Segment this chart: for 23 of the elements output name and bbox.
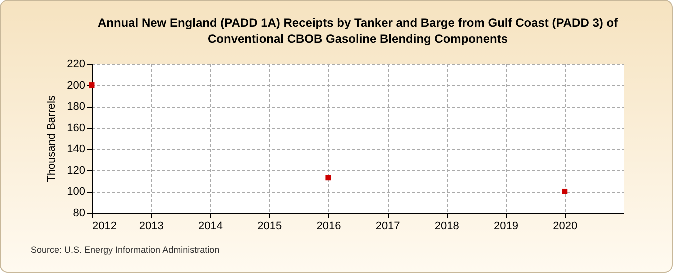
x-tick-label: 2013: [139, 220, 164, 232]
y-tick-label: 140: [67, 144, 86, 156]
point: [562, 188, 568, 194]
x-tick-label: 2018: [434, 220, 460, 232]
x-tick-label: 2019: [494, 220, 519, 232]
y-tick-label: 220: [67, 58, 86, 70]
chart-title: Annual New England (PADD 1A) Receipts by Tanker and Barge from Gulf Coast (PADD 3) of Conventional CBOB Gasoline Blending Components: [98, 16, 620, 46]
x-tick-label: 2020: [553, 220, 578, 232]
y-tick-label: 120: [67, 164, 86, 177]
x-tick-label: 2012: [92, 220, 117, 232]
x-tick-label: 2014: [198, 220, 223, 232]
x-tick-label: 2017: [376, 220, 400, 232]
y-tick-label: 100: [67, 186, 86, 198]
y-tick-label: 200: [67, 80, 86, 92]
source-note: Source: U.S. Energy Information Administration: [31, 245, 220, 255]
y-tick-label: 80: [73, 208, 86, 220]
y-axis-title: Thousand Barrels: [46, 95, 58, 182]
y-tick-label: 160: [67, 122, 86, 134]
x-tick-label: 2016: [316, 220, 342, 232]
y-tick-label: 180: [67, 101, 86, 114]
x-tick-label: 2015: [258, 220, 282, 232]
point: [89, 82, 95, 88]
point: [326, 175, 332, 181]
